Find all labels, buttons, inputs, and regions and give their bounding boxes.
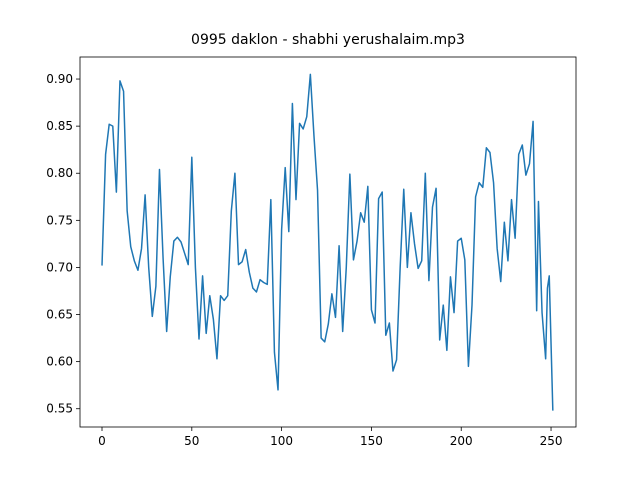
x-tick-label: 100 (270, 434, 293, 448)
y-tick-label: 0.85 (46, 119, 73, 133)
data-line (101, 73, 554, 411)
y-tick-label: 0.70 (46, 260, 73, 274)
chart-title: 0995 daklon - shabhi yerushalaim.mp3 (191, 32, 465, 48)
x-tick-label: 50 (184, 434, 199, 448)
x-tick-label: 150 (360, 434, 383, 448)
y-tick-label: 0.90 (46, 72, 73, 86)
y-tick-label: 0.60 (46, 355, 73, 369)
y-tick-label: 0.55 (46, 402, 73, 416)
x-tick-label: 250 (540, 434, 563, 448)
plot-frame (79, 56, 577, 428)
y-tick-label: 0.75 (46, 213, 73, 227)
x-tick-label: 0 (98, 434, 106, 448)
y-tick-label: 0.80 (46, 166, 73, 180)
x-tick-label: 200 (450, 434, 473, 448)
y-tick-label: 0.65 (46, 308, 73, 322)
